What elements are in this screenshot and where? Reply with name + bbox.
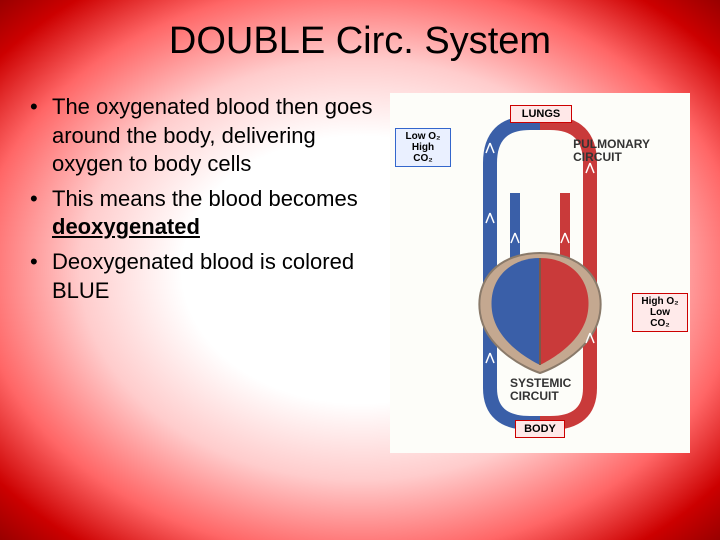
systemic-circuit-label: SYSTEMICCIRCUIT bbox=[510, 377, 571, 403]
high-o2-label: High O₂ Low CO₂ bbox=[632, 293, 688, 332]
slide-title: DOUBLE Circ. System bbox=[0, 0, 720, 63]
low-o2-label: Low O₂ High CO₂ bbox=[395, 128, 451, 167]
bullet-3: Deoxygenated blood is colored BLUE bbox=[30, 248, 380, 305]
circulation-diagram: LUNGS BODY Low O₂ High CO₂ High O₂ Low C… bbox=[390, 93, 690, 453]
lungs-label: LUNGS bbox=[510, 105, 572, 123]
bullet-1: The oxygenated blood then goes around th… bbox=[30, 93, 380, 179]
pulmonary-circuit-label: PULMONARYCIRCUIT bbox=[573, 138, 650, 164]
body-label: BODY bbox=[515, 420, 565, 438]
content-area: The oxygenated blood then goes around th… bbox=[0, 63, 720, 453]
bullet-2: This means the blood becomes deoxygenate… bbox=[30, 185, 380, 242]
bullets-list: The oxygenated blood then goes around th… bbox=[30, 93, 380, 453]
